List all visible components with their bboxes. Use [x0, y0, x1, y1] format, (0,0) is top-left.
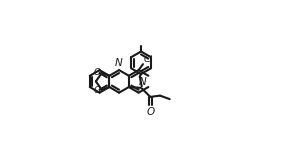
Text: N: N	[115, 58, 123, 68]
Text: O: O	[146, 107, 154, 117]
Text: N: N	[138, 77, 146, 87]
Text: O: O	[94, 86, 101, 95]
Text: O: O	[94, 68, 101, 77]
Text: Cl: Cl	[143, 55, 152, 64]
